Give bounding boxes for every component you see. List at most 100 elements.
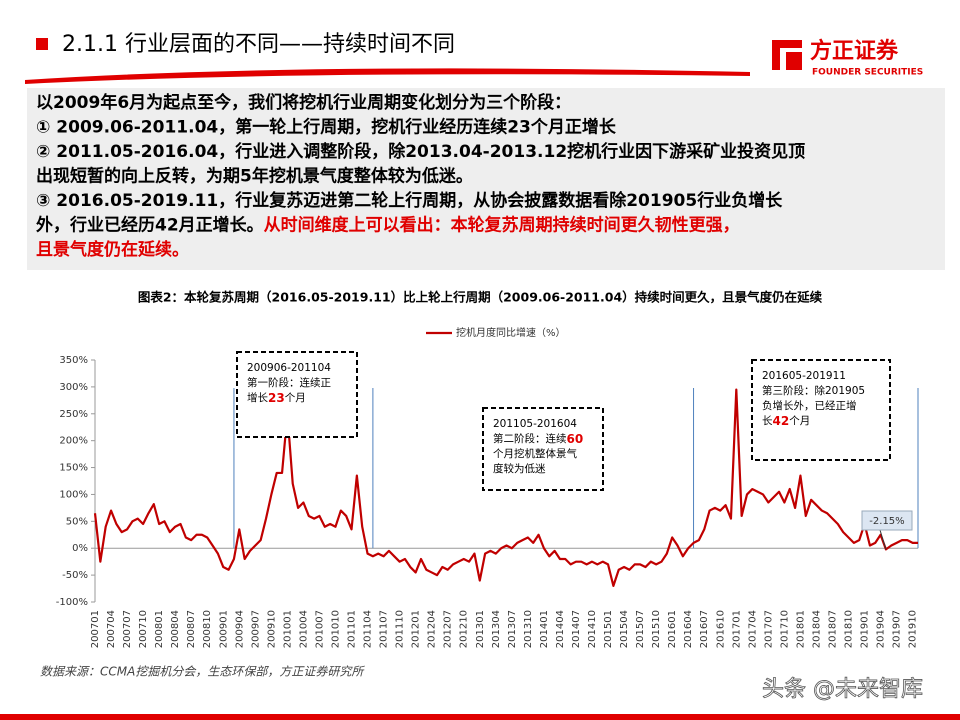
x-tick-label: 201807 xyxy=(827,610,838,648)
x-tick-label: 201704 xyxy=(747,610,758,648)
x-tick-label: 201907 xyxy=(892,610,903,648)
text-segment: ③ 2016.05-2019.11，行业复苏迈进第二轮上行周期，从协会披露数据看… xyxy=(36,190,783,211)
x-tick-label: 201310 xyxy=(523,610,534,648)
x-tick-label: 201301 xyxy=(475,610,486,648)
x-tick-label: 200901 xyxy=(218,610,229,648)
text-line: ① 2009.06-2011.04，第一轮上行周期，挖机行业经历连续23个月正增… xyxy=(36,117,617,138)
x-tick-label: 201701 xyxy=(731,610,742,648)
header-swoosh xyxy=(25,68,750,84)
x-tick-label: 201607 xyxy=(699,610,710,648)
x-tick-label: 201401 xyxy=(539,610,550,648)
text-segment: 且景气度仍在延续。 xyxy=(36,239,189,260)
x-tick-label: 201104 xyxy=(363,610,374,648)
text-segment: 从时间维度上可以看出：本轮复苏周期持续时间更久韧性更强， xyxy=(264,215,740,236)
callout-box xyxy=(861,510,913,531)
x-tick-label: 201110 xyxy=(395,610,406,648)
annotation-line: 第二阶段：连续60 xyxy=(493,432,583,446)
x-tick-label: 201007 xyxy=(314,610,325,648)
x-tick-label: 201404 xyxy=(555,610,566,648)
y-tick-label: -100% xyxy=(56,597,88,608)
x-tick-label: 201201 xyxy=(411,610,422,648)
annotation-text: 第三阶段：除201905 xyxy=(762,384,865,397)
annotation-text: 个月 xyxy=(789,415,810,427)
annotation-text: 增长 xyxy=(247,391,268,404)
x-tick-label: 201604 xyxy=(683,610,694,648)
logo-english: FOUNDER SECURITIES xyxy=(812,68,923,78)
text-box xyxy=(27,88,945,270)
x-tick-label: 201804 xyxy=(811,610,822,648)
text-box-lines: 以2009年6月为起点至今，我们将挖机行业周期变化划分为三个阶段： ① 2009.… xyxy=(36,92,805,260)
title-bullet xyxy=(36,38,48,50)
series-line xyxy=(93,388,918,587)
annotation-text: 个月挖机整体景气 xyxy=(493,447,577,460)
annotation-text: 负增长外，已经正增 xyxy=(762,399,857,412)
x-tick-label: 201210 xyxy=(459,610,470,648)
x-tick-label: 201101 xyxy=(347,610,358,648)
annotation-title: 200906-201104 xyxy=(247,362,331,374)
annotation-line: 第一阶段：连续正 xyxy=(247,376,331,389)
x-tick-label: 201010 xyxy=(330,610,341,648)
callout-label: -2.15% xyxy=(869,516,904,527)
x-tick-label: 200801 xyxy=(154,610,165,648)
annotation-box xyxy=(751,359,891,461)
text-line: ② 2011.05-2016.04，行业进入调整阶段，除2013.04-2013… xyxy=(36,141,805,162)
x-tick-label: 201407 xyxy=(571,610,582,648)
x-tick-label: 200701 xyxy=(90,610,101,648)
annotation-text: 42 xyxy=(773,414,790,428)
x-tick-label: 201510 xyxy=(651,610,662,648)
y-tick-label: 100% xyxy=(59,489,88,500)
figure-caption: 图表2：本轮复苏周期（2016.05-2019.11）比上轮上行周期（2009.… xyxy=(138,290,823,305)
annotation-text: 长 xyxy=(762,415,773,427)
x-tick-label: 201204 xyxy=(427,610,438,648)
x-tick-label: 201901 xyxy=(860,610,871,648)
annotation-line: 个月挖机整体景气 xyxy=(493,447,577,460)
y-tick-label: 250% xyxy=(59,409,88,420)
annotation-text: 度较为低迷 xyxy=(493,462,546,475)
x-tick-label: 201107 xyxy=(379,610,390,648)
y-tick-label: -50% xyxy=(62,570,88,581)
x-tick-label: 201307 xyxy=(507,610,518,648)
x-tick-label: 201810 xyxy=(844,610,855,648)
x-tick-label: 201501 xyxy=(603,610,614,648)
legend-label: 挖机月度同比增速（%） xyxy=(456,326,566,339)
x-tick-label: 200907 xyxy=(250,610,261,648)
y-tick-label: 50% xyxy=(66,516,88,527)
logo-icon xyxy=(772,40,802,70)
x-tick-label: 201610 xyxy=(715,610,726,648)
x-tick-label: 200807 xyxy=(186,610,197,648)
annotation-title: 201105-201604 xyxy=(493,418,577,430)
y-tick-label: 150% xyxy=(59,463,88,474)
annotation-line: 长42个月 xyxy=(762,414,810,428)
slide-title: 2.1.1 行业层面的不同——持续时间不同 xyxy=(62,32,455,57)
x-tick-label: 201910 xyxy=(908,610,919,648)
text-line: 且景气度仍在延续。 xyxy=(36,239,189,260)
x-tick-label: 201004 xyxy=(298,610,309,648)
x-tick-label: 201207 xyxy=(443,610,454,648)
text-segment: ② 2011.05-2016.04，行业进入调整阶段，除2013.04-2013… xyxy=(36,141,805,162)
x-tick-label: 201707 xyxy=(763,610,774,648)
annotation-text: 60 xyxy=(567,432,584,446)
x-tick-label: 200810 xyxy=(202,610,213,648)
text-segment: 以2009年6月为起点至今，我们将挖机行业周期变化划分为三个阶段： xyxy=(36,92,571,113)
y-tick-label: 200% xyxy=(59,436,88,447)
x-tick-label: 201904 xyxy=(876,610,887,648)
watermark: 头条 @未来智库 xyxy=(762,677,923,702)
x-tick-label: 201710 xyxy=(779,610,790,648)
annotation-line: 度较为低迷 xyxy=(493,462,546,475)
annotation-text: 第二阶段：连续 xyxy=(493,432,567,445)
annotation-box xyxy=(482,407,604,491)
x-tick-label: 200910 xyxy=(266,610,277,648)
x-tick-label: 201304 xyxy=(491,610,502,648)
x-tick-label: 201601 xyxy=(667,610,678,648)
y-tick-label: 300% xyxy=(59,382,88,393)
x-tick-label: 201504 xyxy=(619,610,630,648)
annotation-box xyxy=(236,351,358,438)
y-tick-label: 0% xyxy=(72,543,88,554)
annotation-line: 负增长外，已经正增 xyxy=(762,399,857,412)
text-segment: ① 2009.06-2011.04，第一轮上行周期，挖机行业经历连续23个月正增… xyxy=(36,117,617,138)
text-segment: 外，行业已经历42月正增长。 xyxy=(36,215,264,236)
logo-name: 方正证券 xyxy=(810,38,899,64)
x-tick-label: 201410 xyxy=(587,610,598,648)
chart: -100% -50% 0% 50% 100% 150% 200% 250% 300% 350% 20… xyxy=(56,326,919,648)
annotation-text: 第一阶段：连续正 xyxy=(247,376,331,389)
